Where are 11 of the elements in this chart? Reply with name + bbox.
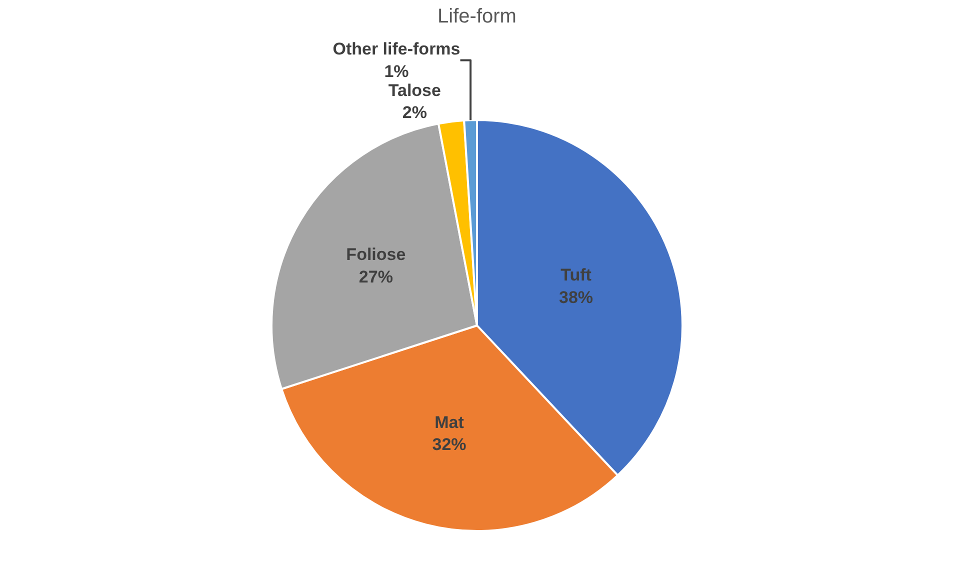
chart-title: Life-form — [438, 6, 516, 28]
slice-label: Other life-forms — [332, 40, 460, 59]
slice-label: Tuft — [560, 266, 592, 285]
data-label: 2% — [402, 102, 427, 122]
data-label: 38% — [558, 288, 594, 307]
slice-label: Foliose — [346, 245, 406, 264]
data-label: 32% — [432, 434, 466, 454]
slice-label: Mat — [434, 412, 464, 432]
data-label: 1% — [384, 62, 409, 81]
slice-label: Talose — [388, 80, 441, 100]
data-label: 27% — [358, 267, 393, 286]
